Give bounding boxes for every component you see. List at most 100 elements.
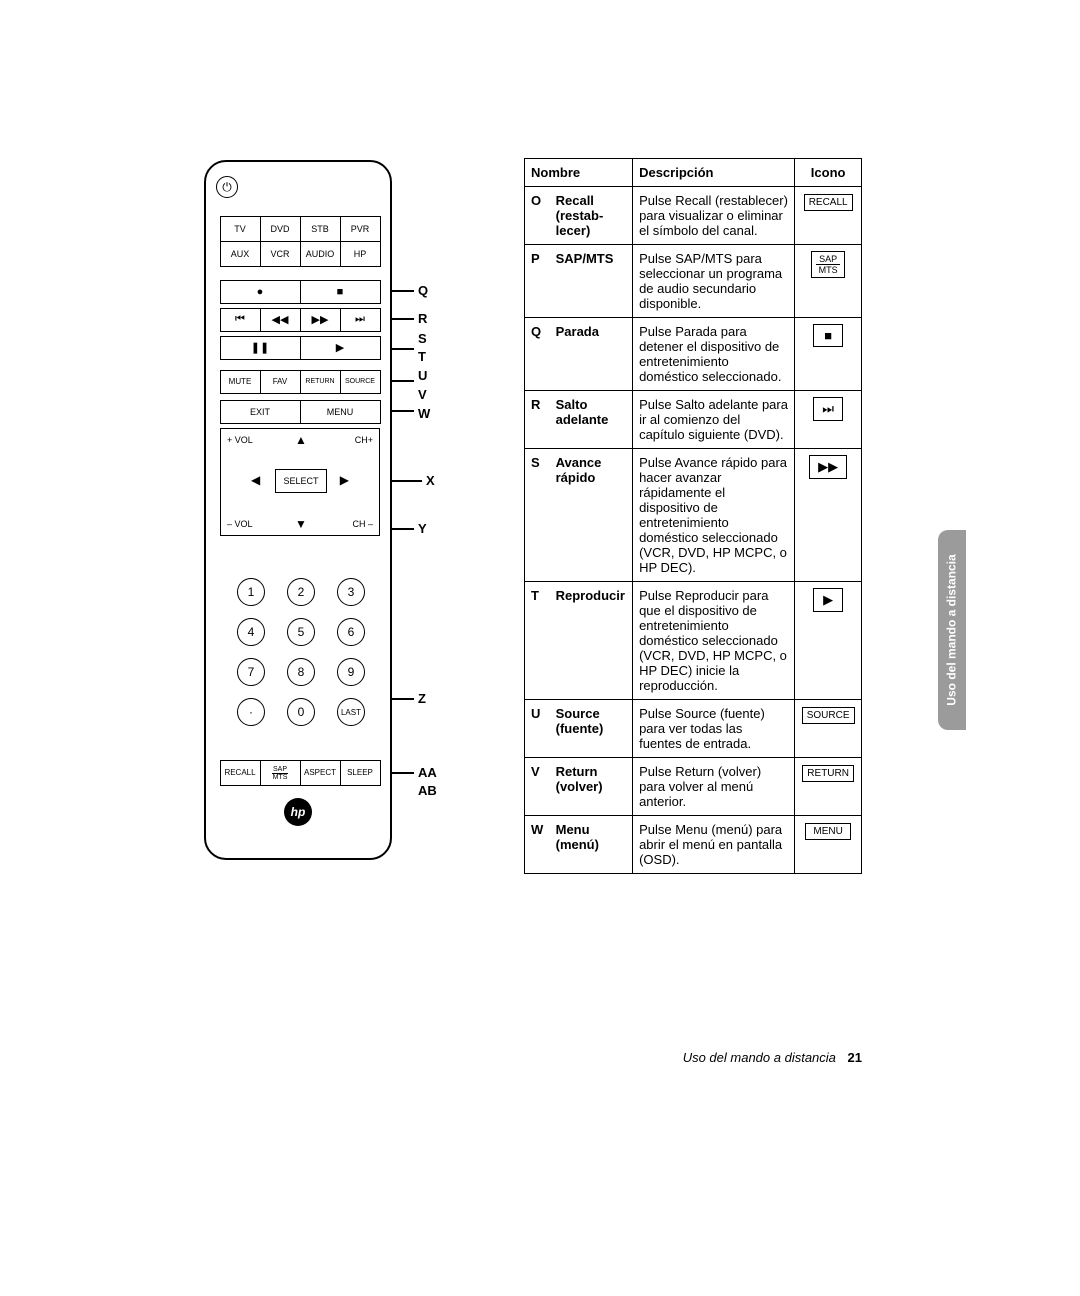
table-row: WMenu (menú)Pulse Menu (menú) para abrir…: [525, 816, 862, 874]
row-name: Reproducir: [550, 582, 633, 700]
dpad: + VOL CH+ – VOL CH – ▲ ▼ ◀ ▶ SELECT: [220, 428, 380, 536]
vol-plus-label: + VOL: [227, 435, 253, 445]
row-letter: T: [525, 582, 550, 700]
src-vcr: VCR: [260, 241, 301, 267]
table-row: QParadaPulse Parada para detener el disp…: [525, 318, 862, 391]
sleep-button: SLEEP: [340, 760, 381, 786]
side-tab: Uso del mando a distancia: [938, 530, 966, 730]
row-icon: MENU: [795, 816, 862, 874]
table-row: PSAP/MTSPulse SAP/MTS para seleccionar u…: [525, 245, 862, 318]
play-button: ▶: [300, 336, 381, 360]
num-9: 9: [337, 658, 365, 686]
row-letter: O: [525, 187, 550, 245]
left-arrow: ◀: [251, 473, 260, 487]
row-icon: RETURN: [795, 758, 862, 816]
mute-button: MUTE: [220, 370, 261, 394]
fav-button: FAV: [260, 370, 301, 394]
row-name: Source (fuente): [550, 700, 633, 758]
num-7: 7: [237, 658, 265, 686]
row-icon: ▶: [795, 582, 862, 700]
down-arrow: ▼: [295, 517, 307, 531]
stop-button: ■: [300, 280, 381, 304]
row-icon: RECALL: [795, 187, 862, 245]
num-8: 8: [287, 658, 315, 686]
description-table: Nombre Descripción Icono ORecall (restab…: [524, 158, 862, 874]
up-arrow: ▲: [295, 433, 307, 447]
src-stb: STB: [300, 216, 341, 242]
num-5: 5: [287, 618, 315, 646]
remote-body: ⏻ TV DVD STB PVR AUX VCR AUDIO HP ● ■ ⏮ …: [204, 160, 392, 860]
source-buttons-grid: TV DVD STB PVR AUX VCR AUDIO HP: [220, 216, 380, 266]
callout-s: S: [418, 331, 427, 346]
row-icon: ■: [795, 318, 862, 391]
callout-u: U: [418, 368, 427, 383]
pause-play-row: ❚❚ ▶: [220, 336, 380, 359]
row-letter: V: [525, 758, 550, 816]
row-name: Salto adelante: [550, 391, 633, 449]
row-desc: Pulse Parada para detener el dispositivo…: [633, 318, 795, 391]
callout-w: W: [418, 406, 430, 421]
menu-button: MENU: [300, 400, 381, 424]
table-row: USource (fuente)Pulse Source (fuente) pa…: [525, 700, 862, 758]
sap-label: SAP: [272, 766, 288, 774]
row-letter: Q: [525, 318, 550, 391]
mute-fav-return-source-row: MUTE FAV RETURN SOURCE: [220, 370, 380, 393]
bottom-row: RECALL SAP MTS ASPECT SLEEP: [220, 760, 380, 785]
table-row: TReproducirPulse Reproducir para que el …: [525, 582, 862, 700]
numpad: 1 2 3 4 5 6 7 8 9 · 0 LAST: [226, 578, 376, 726]
num-dot: ·: [237, 698, 265, 726]
exit-button: EXIT: [220, 400, 301, 424]
row-letter: P: [525, 245, 550, 318]
rewind-button: ◀◀: [260, 308, 301, 332]
page-footer: Uso del mando a distancia 21: [683, 1050, 862, 1065]
right-arrow: ▶: [340, 473, 349, 487]
row-name: Parada: [550, 318, 633, 391]
row-desc: Pulse Menu (menú) para abrir el menú en …: [633, 816, 795, 874]
vol-minus-label: – VOL: [227, 519, 253, 529]
num-6: 6: [337, 618, 365, 646]
row-desc: Pulse Source (fuente) para ver todas las…: [633, 700, 795, 758]
footer-section: Uso del mando a distancia: [683, 1050, 836, 1065]
power-button: ⏻: [216, 176, 238, 198]
mts-label: MTS: [273, 774, 288, 781]
row-icon: ▶▶: [795, 449, 862, 582]
recall-button: RECALL: [220, 760, 261, 786]
callout-x: X: [426, 473, 435, 488]
row-desc: Pulse Recall (restablecer) para visualiz…: [633, 187, 795, 245]
fast-fwd-button: ▶▶: [300, 308, 341, 332]
num-4: 4: [237, 618, 265, 646]
pause-button: ❚❚: [220, 336, 301, 360]
num-1: 1: [237, 578, 265, 606]
callout-aa: AA: [418, 765, 437, 780]
row-name: SAP/MTS: [550, 245, 633, 318]
row-name: Avance rápido: [550, 449, 633, 582]
table-row: ORecall (restab-lecer)Pulse Recall (rest…: [525, 187, 862, 245]
skip-back-button: ⏮: [220, 308, 261, 332]
src-tv: TV: [220, 216, 261, 242]
row-icon: SOURCE: [795, 700, 862, 758]
rec-stop-row: ● ■: [220, 280, 380, 303]
table-row: RSalto adelantePulse Salto adelante para…: [525, 391, 862, 449]
th-name: Nombre: [525, 159, 633, 187]
record-button: ●: [220, 280, 301, 304]
row-desc: Pulse Salto adelante para ir al comienzo…: [633, 391, 795, 449]
select-button: SELECT: [275, 469, 327, 493]
row-letter: U: [525, 700, 550, 758]
th-desc: Descripción: [633, 159, 795, 187]
last-button: LAST: [337, 698, 365, 726]
ch-minus-label: CH –: [352, 519, 373, 529]
row-name: Recall (restab-lecer): [550, 187, 633, 245]
row-icon: SAPMTS: [795, 245, 862, 318]
row-desc: Pulse Return (volver) para volver al men…: [633, 758, 795, 816]
row-letter: W: [525, 816, 550, 874]
sap-mts-button: SAP MTS: [260, 760, 301, 786]
aspect-button: ASPECT: [300, 760, 341, 786]
table-row: VReturn (volver)Pulse Return (volver) pa…: [525, 758, 862, 816]
row-letter: R: [525, 391, 550, 449]
side-tab-label: Uso del mando a distancia: [945, 554, 959, 705]
callout-ab: AB: [418, 783, 437, 798]
row-name: Menu (menú): [550, 816, 633, 874]
src-aux: AUX: [220, 241, 261, 267]
row-letter: S: [525, 449, 550, 582]
callout-v: V: [418, 387, 427, 402]
